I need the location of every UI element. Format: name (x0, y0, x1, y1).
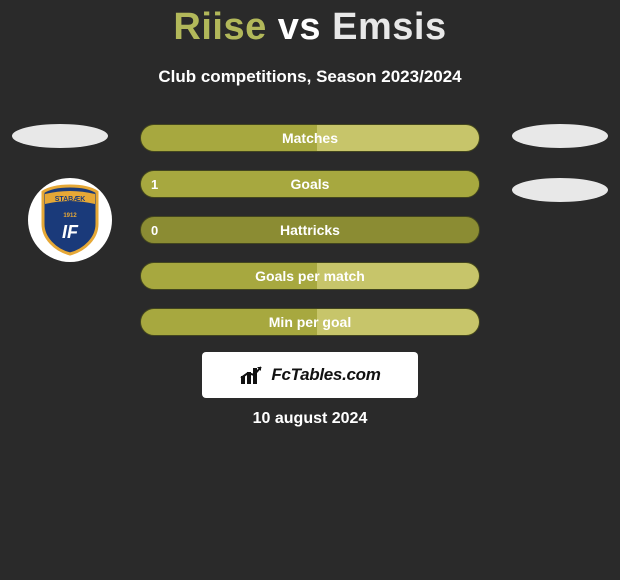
player1-name: Riise (173, 6, 266, 48)
crest-banner-text: STABÆK (55, 196, 86, 203)
stat-row: Goals per match (140, 262, 480, 290)
fctables-badge[interactable]: FcTables.com (202, 352, 418, 398)
crest-center-text: IF (62, 222, 79, 242)
crest-svg: STABÆK 1912 IF (39, 184, 101, 256)
player2-name: Emsis (332, 6, 446, 48)
fctables-label: FcTables.com (271, 365, 380, 385)
stat-row: Min per goal (140, 308, 480, 336)
placeholder-ellipse-right-1 (512, 124, 608, 148)
stat-label: Min per goal (141, 309, 479, 335)
crest-year: 1912 (63, 213, 77, 219)
stat-label: Goals per match (141, 263, 479, 289)
club-crest: STABÆK 1912 IF (28, 178, 112, 262)
vs-text: vs (278, 6, 321, 48)
placeholder-ellipse-right-2 (512, 178, 608, 202)
bar-chart-icon (239, 364, 265, 386)
stat-label: Matches (141, 125, 479, 151)
date-text: 10 august 2024 (0, 410, 620, 428)
stat-row: Hattricks0 (140, 216, 480, 244)
stat-rows: Matches Goals1 Hattricks0 Goals per match Mi… (140, 124, 480, 354)
stat-row: Goals1 (140, 170, 480, 198)
page-title: Riise vs Emsis (0, 0, 620, 49)
stat-value-left: 0 (151, 217, 158, 244)
stat-value-left: 1 (151, 171, 158, 198)
stat-label: Hattricks (141, 217, 479, 243)
subtitle: Club competitions, Season 2023/2024 (0, 67, 620, 87)
stat-row: Matches (140, 124, 480, 152)
placeholder-ellipse-left-1 (12, 124, 108, 148)
stat-label: Goals (141, 171, 479, 197)
